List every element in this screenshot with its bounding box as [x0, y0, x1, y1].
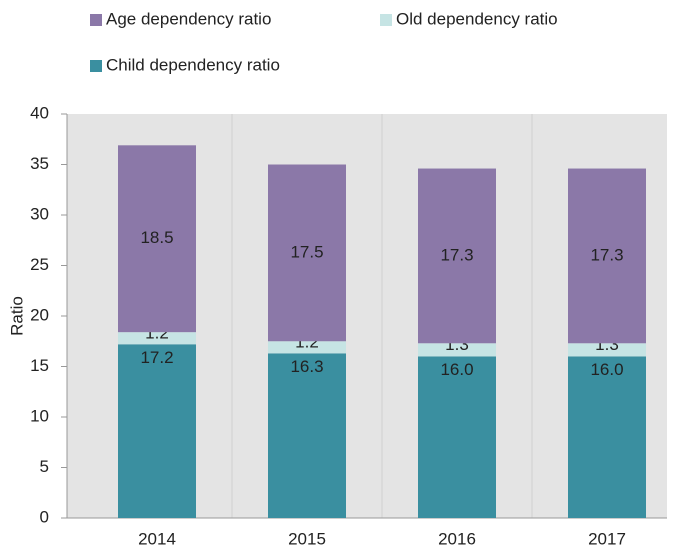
y-tick-label: 10: [30, 406, 49, 425]
y-tick-label: 40: [30, 103, 49, 122]
y-tick-label: 20: [30, 305, 49, 324]
x-tick-label: 2016: [438, 529, 476, 548]
data-label: 16.0: [590, 360, 623, 379]
data-label: 18.5: [140, 228, 173, 247]
data-label: 17.5: [290, 242, 323, 261]
legend-label: Old dependency ratio: [396, 9, 558, 28]
bar-segment: [268, 353, 346, 518]
bar-segment: [418, 356, 496, 518]
bar-segment: [568, 343, 646, 357]
bar-segment: [418, 168, 496, 344]
x-tick-label: 2017: [588, 529, 626, 548]
bar-segment: [568, 168, 646, 344]
bar-segment: [568, 356, 646, 518]
x-tick-label: 2014: [138, 529, 176, 548]
y-tick-label: 25: [30, 255, 49, 274]
y-tick-label: 35: [30, 154, 49, 173]
bar-segment: [118, 145, 196, 333]
y-tick-label: 5: [40, 457, 49, 476]
data-label: 16.0: [440, 360, 473, 379]
legend-label: Age dependency ratio: [106, 9, 271, 28]
data-label: 17.3: [590, 245, 623, 264]
legend-swatch: [380, 14, 392, 26]
bar-segment: [118, 332, 196, 345]
bar-segment: [118, 344, 196, 518]
data-label: 16.3: [290, 357, 323, 376]
x-tick-label: 2015: [288, 529, 326, 548]
y-tick-label: 0: [40, 507, 49, 526]
legend-label: Child dependency ratio: [106, 55, 280, 74]
y-tick-label: 15: [30, 356, 49, 375]
data-label: 17.2: [140, 348, 173, 367]
bar-segment: [418, 343, 496, 357]
legend-swatch: [90, 60, 102, 72]
y-tick-label: 30: [30, 204, 49, 223]
bar-segment: [268, 341, 346, 354]
legend-swatch: [90, 14, 102, 26]
y-axis-label: Ratio: [7, 296, 26, 336]
bar-segment: [268, 164, 346, 342]
data-label: 17.3: [440, 245, 473, 264]
